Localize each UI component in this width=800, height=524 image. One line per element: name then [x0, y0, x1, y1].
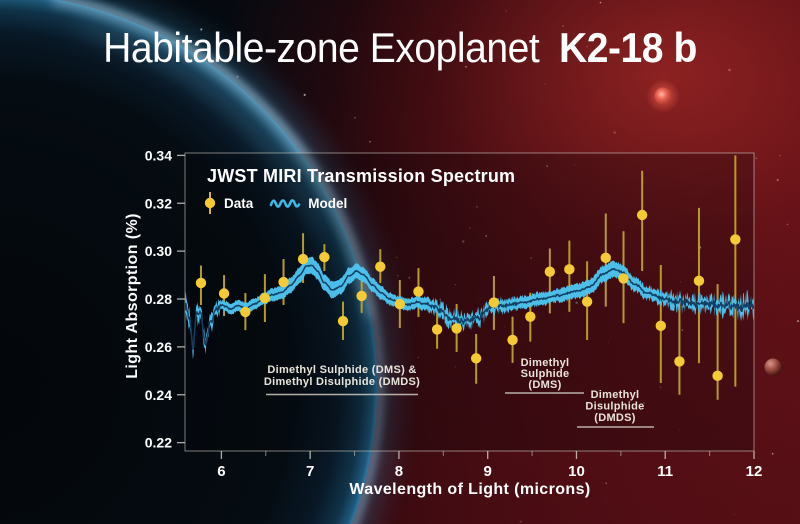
legend-label-data: Data	[224, 196, 253, 211]
chart-title: JWST MIRI Transmission Spectrum	[207, 166, 515, 187]
page-title: Habitable-zone Exoplanet K2-18 b	[28, 24, 772, 72]
chart-legend: Data Model	[203, 190, 347, 216]
x-axis-title: Wavelength of Light (microns)	[349, 481, 590, 499]
legend-item-model: Model	[269, 194, 347, 212]
legend-label-model: Model	[308, 196, 347, 211]
space-background	[0, 0, 800, 524]
y-axis-title: Light Absorption (%)	[124, 213, 142, 379]
k2-18b-infographic: Habitable-zone Exoplanet K2-18 b 0.220.2…	[0, 0, 800, 524]
model-line-icon	[269, 194, 301, 212]
page-title-light: Habitable-zone Exoplanet	[103, 24, 539, 71]
legend-item-data: Data	[203, 190, 253, 216]
data-point-icon	[203, 190, 217, 216]
page-title-bold: K2-18 b	[559, 24, 697, 71]
